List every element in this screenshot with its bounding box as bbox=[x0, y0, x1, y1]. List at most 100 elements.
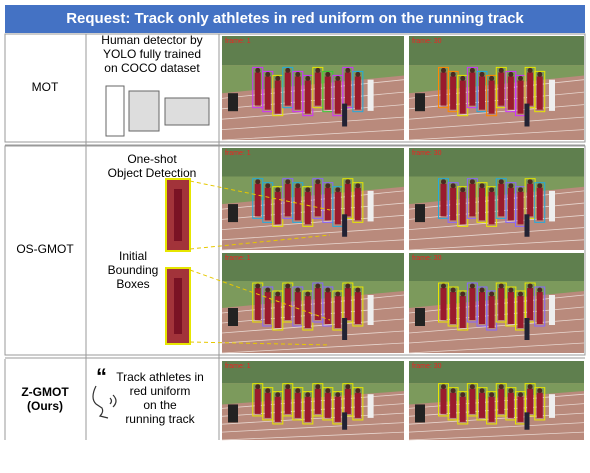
athlete bbox=[275, 397, 281, 422]
crop-figure bbox=[174, 278, 182, 334]
description: running track bbox=[125, 412, 195, 426]
athlete-head bbox=[265, 183, 270, 188]
walker bbox=[342, 318, 347, 340]
athlete-head bbox=[325, 388, 330, 393]
athlete bbox=[325, 292, 331, 324]
white-athlete bbox=[368, 394, 374, 418]
frame-label: frame: 1 bbox=[225, 150, 251, 157]
athlete-head bbox=[451, 183, 456, 188]
athlete bbox=[537, 292, 543, 324]
athlete bbox=[469, 72, 475, 105]
athlete bbox=[285, 184, 291, 217]
description: YOLO fully trained bbox=[103, 47, 201, 61]
athlete-head bbox=[518, 76, 523, 81]
athlete-head bbox=[315, 179, 320, 184]
athlete-head bbox=[489, 292, 494, 297]
athlete bbox=[460, 397, 466, 422]
athlete-head bbox=[335, 76, 340, 81]
athlete-head bbox=[470, 179, 475, 184]
white-athlete bbox=[549, 191, 555, 222]
athlete bbox=[355, 292, 361, 324]
athlete bbox=[441, 389, 447, 414]
speaker bbox=[228, 308, 238, 326]
athlete-head bbox=[537, 72, 542, 77]
athlete-head bbox=[508, 388, 513, 393]
walker bbox=[525, 412, 530, 429]
speaker-icon bbox=[93, 386, 116, 418]
athlete-head bbox=[315, 68, 320, 73]
speaker bbox=[415, 204, 425, 222]
athlete-head bbox=[528, 179, 533, 184]
athlete bbox=[355, 76, 361, 109]
athlete bbox=[255, 389, 261, 414]
frame-label: frame: 1 bbox=[225, 363, 251, 370]
walker bbox=[342, 214, 347, 236]
athlete bbox=[335, 192, 341, 225]
athlete-head bbox=[265, 72, 270, 77]
tracking-frame: frame: 30 bbox=[409, 253, 584, 353]
athlete bbox=[498, 389, 504, 414]
athlete bbox=[469, 288, 475, 320]
athlete-head bbox=[345, 68, 350, 73]
athlete-head bbox=[499, 68, 504, 73]
athlete bbox=[527, 288, 533, 320]
athlete bbox=[469, 184, 475, 217]
athlete bbox=[460, 296, 466, 328]
athlete-head bbox=[305, 292, 310, 297]
athlete bbox=[265, 393, 271, 418]
speaker bbox=[228, 204, 238, 222]
athlete-head bbox=[451, 288, 456, 293]
athlete-head bbox=[295, 288, 300, 293]
walker bbox=[342, 104, 347, 127]
frame-label: frame: 1 bbox=[225, 38, 251, 45]
athlete-head bbox=[335, 187, 340, 192]
athlete bbox=[450, 292, 456, 324]
athlete-head bbox=[355, 72, 360, 77]
tracking-frame: frame: 30 bbox=[409, 361, 584, 440]
row-label: OS-GMOT bbox=[16, 242, 74, 256]
athlete-head bbox=[518, 392, 523, 397]
athlete-head bbox=[480, 388, 485, 393]
athlete bbox=[527, 389, 533, 414]
athlete bbox=[537, 188, 543, 221]
athlete bbox=[325, 76, 331, 109]
speaker bbox=[415, 404, 425, 422]
athlete-head bbox=[508, 72, 513, 77]
athlete-head bbox=[460, 392, 465, 397]
athlete bbox=[518, 80, 524, 113]
tracking-frame: frame: 30 bbox=[409, 36, 584, 140]
athlete bbox=[518, 192, 524, 225]
athlete-head bbox=[499, 284, 504, 289]
description: on COCO dataset bbox=[104, 61, 200, 75]
athlete-head bbox=[305, 392, 310, 397]
tracking-frame: frame: 1 bbox=[222, 148, 404, 250]
speaker bbox=[228, 93, 238, 111]
figure: Request: Track only athletes in red unif… bbox=[0, 0, 590, 468]
athlete-head bbox=[480, 183, 485, 188]
athlete-head bbox=[325, 183, 330, 188]
crop-figure bbox=[174, 189, 182, 241]
athlete bbox=[305, 80, 311, 113]
athlete bbox=[498, 288, 504, 320]
row-label: (Ours) bbox=[27, 399, 63, 413]
athlete bbox=[335, 296, 341, 328]
athlete-head bbox=[508, 288, 513, 293]
white-athlete bbox=[368, 80, 374, 111]
athlete-head bbox=[480, 72, 485, 77]
description: on the bbox=[143, 398, 177, 412]
athlete-head bbox=[285, 284, 290, 289]
athlete-head bbox=[441, 68, 446, 73]
white-athlete bbox=[368, 295, 374, 325]
athlete-head bbox=[285, 384, 290, 389]
athlete bbox=[450, 76, 456, 109]
athlete-head bbox=[255, 68, 260, 73]
athlete bbox=[441, 72, 447, 105]
athlete bbox=[305, 397, 311, 422]
athlete bbox=[498, 72, 504, 105]
athlete-head bbox=[355, 288, 360, 293]
athlete bbox=[315, 184, 321, 217]
description: Initial bbox=[119, 249, 147, 263]
athlete bbox=[489, 296, 495, 328]
tracking-frame: frame: 30 bbox=[409, 148, 584, 250]
athlete-head bbox=[275, 392, 280, 397]
